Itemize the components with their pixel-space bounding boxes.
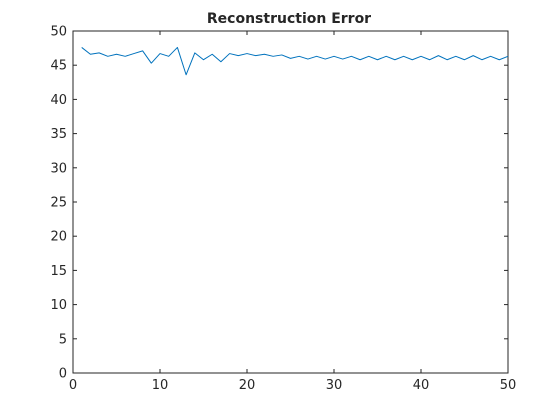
y-tick-label: 5 <box>59 332 67 347</box>
x-tick-label: 50 <box>500 378 517 393</box>
x-tick-label: 20 <box>239 378 256 393</box>
y-axis: 0 5 10 15 20 25 30 35 40 45 50 <box>50 25 508 382</box>
x-tick-label: 40 <box>413 378 430 393</box>
series-layer <box>81 46 509 76</box>
y-tick-label: 35 <box>50 127 67 142</box>
y-tick-label: 30 <box>50 161 67 176</box>
x-tick-label: 0 <box>69 378 77 393</box>
y-tick-label: 15 <box>50 264 67 279</box>
y-tick-label: 10 <box>50 298 67 313</box>
chart-title: Reconstruction Error <box>207 11 371 27</box>
x-axis: 0 10 20 30 40 50 <box>69 31 516 393</box>
y-tick-label: 50 <box>50 25 67 40</box>
y-tick-label: 20 <box>50 230 67 245</box>
y-tick-label: 25 <box>50 196 67 211</box>
series-line <box>81 46 509 76</box>
plot-area <box>72 30 509 374</box>
x-tick-label: 30 <box>326 378 343 393</box>
y-tick-label: 0 <box>59 367 67 382</box>
y-tick-label: 40 <box>50 93 67 108</box>
x-tick-label: 10 <box>152 378 169 393</box>
y-tick-label: 45 <box>50 59 67 74</box>
